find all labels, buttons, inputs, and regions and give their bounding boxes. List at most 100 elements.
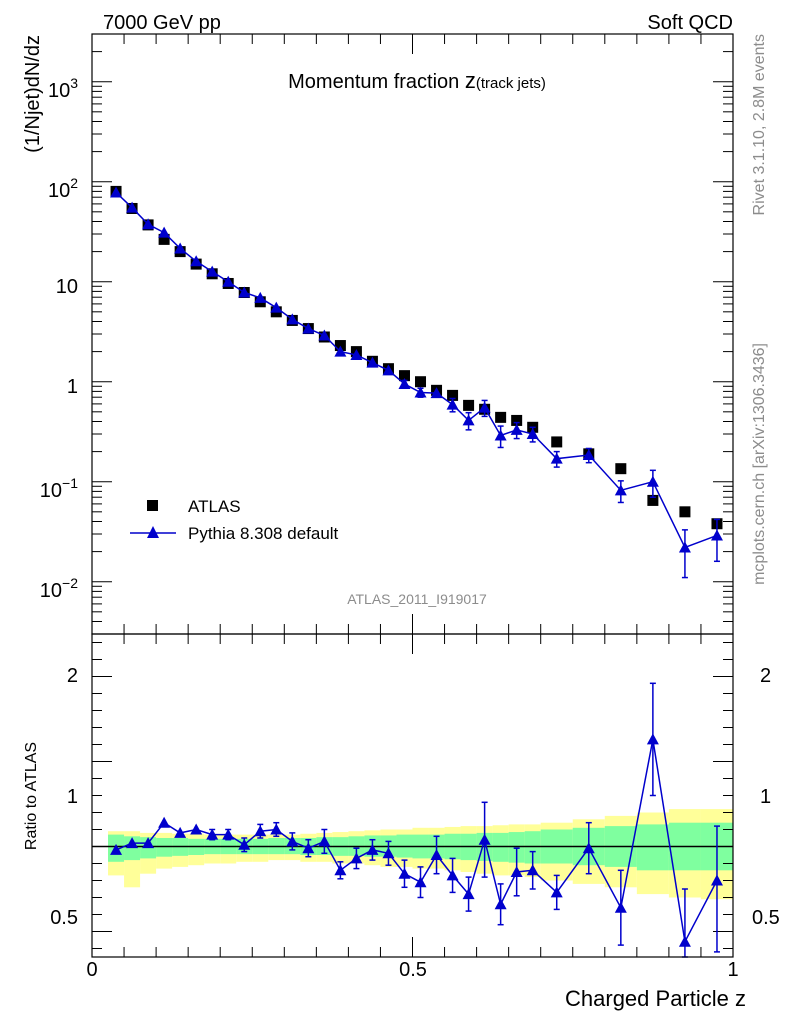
pythia-point xyxy=(318,329,331,341)
pythia-point xyxy=(302,322,315,334)
ratio-y-tick-label-05-left: 0.5 xyxy=(50,907,78,929)
ratio-pythia-point xyxy=(550,886,563,898)
rivet-label: Rivet 3.1.10, 2.8M events xyxy=(751,34,768,215)
pythia-point xyxy=(446,398,459,410)
pythia-point xyxy=(142,218,155,230)
ratio-pythia-point xyxy=(222,828,235,840)
x-axis-label: Charged Particle z xyxy=(565,986,746,1011)
pythia-point xyxy=(238,286,251,298)
pythia-point xyxy=(270,301,283,313)
ratio-pythia-point xyxy=(126,837,139,849)
ratio-pythia-point xyxy=(318,835,331,847)
legend-label-atlas: ATLAS xyxy=(188,497,241,516)
ratio-pythia-point xyxy=(446,869,459,881)
atlas-point xyxy=(415,376,427,388)
pythia-point xyxy=(398,377,411,389)
ratio-pythia-point xyxy=(678,935,691,947)
mcplots-label: mcplots.cern.ch [arXiv:1306.3436] xyxy=(751,343,768,585)
ratio-pythia-point xyxy=(462,888,475,900)
main-plot-layer xyxy=(91,33,734,635)
pythia-point xyxy=(222,275,235,287)
ratio-pythia-point xyxy=(302,842,315,854)
atlas-point xyxy=(447,389,459,401)
x-tick-label-0: 0 xyxy=(86,959,97,981)
ratio-pythia-point xyxy=(158,816,171,828)
pythia-point xyxy=(478,401,491,413)
atlas-point xyxy=(511,414,523,426)
header-right: Soft QCD xyxy=(647,12,733,34)
pythia-point xyxy=(350,348,363,360)
ratio-pythia-point xyxy=(582,842,595,854)
analysis-label: ATLAS_2011_I919017 xyxy=(347,591,487,607)
pythia-point xyxy=(382,364,395,376)
ratio-pythia-point xyxy=(526,864,539,876)
band-inner-bin xyxy=(524,831,541,864)
ratio-pythia-point xyxy=(142,837,155,849)
ratio-y-tick-label-1-left: 1 xyxy=(67,786,78,808)
ratio-pythia-point xyxy=(646,733,659,745)
atlas-point xyxy=(398,370,410,382)
ratio-pythia-point xyxy=(366,843,379,855)
main-title-subscript: (track jets) xyxy=(476,75,546,92)
pythia-point xyxy=(646,475,659,487)
ratio-y-axis-label: Ratio to ATLAS xyxy=(23,742,40,850)
ratio-pythia-point xyxy=(430,849,443,860)
ratio-pythia-point xyxy=(478,833,491,845)
pythia-point xyxy=(710,529,723,541)
atlas-point xyxy=(334,340,346,352)
ratio-pythia-point xyxy=(270,823,283,835)
atlas-point xyxy=(463,399,475,411)
pythia-point xyxy=(550,452,563,464)
ratio-pythia-point xyxy=(206,828,219,840)
ratio-pythia-point xyxy=(110,843,123,855)
ratio-y-tick-label-2-left: 2 xyxy=(67,665,78,687)
ratio-pythia-point xyxy=(382,847,395,859)
ratio-pythia-point xyxy=(398,867,411,879)
pythia-point xyxy=(414,386,427,398)
ratio-frame xyxy=(91,633,734,958)
pythia-point xyxy=(678,541,691,553)
atlas-point xyxy=(615,463,627,475)
ratio-pythia-point xyxy=(174,826,187,838)
pythia-point xyxy=(334,345,347,357)
atlas-point xyxy=(551,436,563,448)
ratio-pythia-point xyxy=(238,838,251,850)
x-tick-label-05: 0.5 xyxy=(399,959,427,981)
ratio-pythia-point xyxy=(190,823,203,835)
ratio-pythia-point xyxy=(510,866,523,877)
ratio-pythia-point xyxy=(710,874,723,886)
band-inner-bin xyxy=(492,832,509,862)
pythia-point xyxy=(366,356,379,368)
main-title-variable: z xyxy=(465,68,476,93)
ratio-y-tick-label-1-right: 1 xyxy=(760,786,771,808)
pythia-point xyxy=(254,291,267,303)
band-inner-bin xyxy=(508,832,525,863)
main-title-text: Momentum fraction xyxy=(288,71,465,93)
pythia-point xyxy=(526,428,539,439)
ratio-pythia-point xyxy=(494,898,507,910)
atlas-point xyxy=(158,233,170,245)
pythia-point xyxy=(510,423,523,435)
ratio-pythia-point xyxy=(286,835,299,847)
ratio-pythia-point xyxy=(334,864,347,876)
ratio-panel: Ratio to ATLAS 2 1 0.5 2 1 0.5 0 0.5 1 C… xyxy=(23,633,780,1011)
legend-marker-mc xyxy=(147,526,159,538)
pythia-point xyxy=(430,387,443,399)
x-tick-label-1: 1 xyxy=(727,959,738,981)
legend-marker-atlas xyxy=(147,500,158,511)
legend: ATLAS Pythia 8.308 default xyxy=(130,497,339,543)
ratio-y-tick-label-05-right: 0.5 xyxy=(752,907,780,929)
y-tick-label-1: 1 xyxy=(67,376,78,398)
ratio-pythia-point xyxy=(350,852,363,864)
ratio-pythia-point xyxy=(414,876,427,888)
atlas-point xyxy=(495,411,507,423)
main-y-axis-label: (1/Njet)dN/dz xyxy=(22,35,44,153)
y-tick-label-10: 10 xyxy=(56,276,78,298)
main-title: Momentum fraction z(track jets) xyxy=(288,68,546,93)
ratio-pythia-point xyxy=(614,901,627,913)
band-inner-bin xyxy=(124,836,141,861)
atlas-point xyxy=(647,494,659,506)
pythia-point xyxy=(174,242,187,254)
band-inner-bin xyxy=(636,824,669,871)
